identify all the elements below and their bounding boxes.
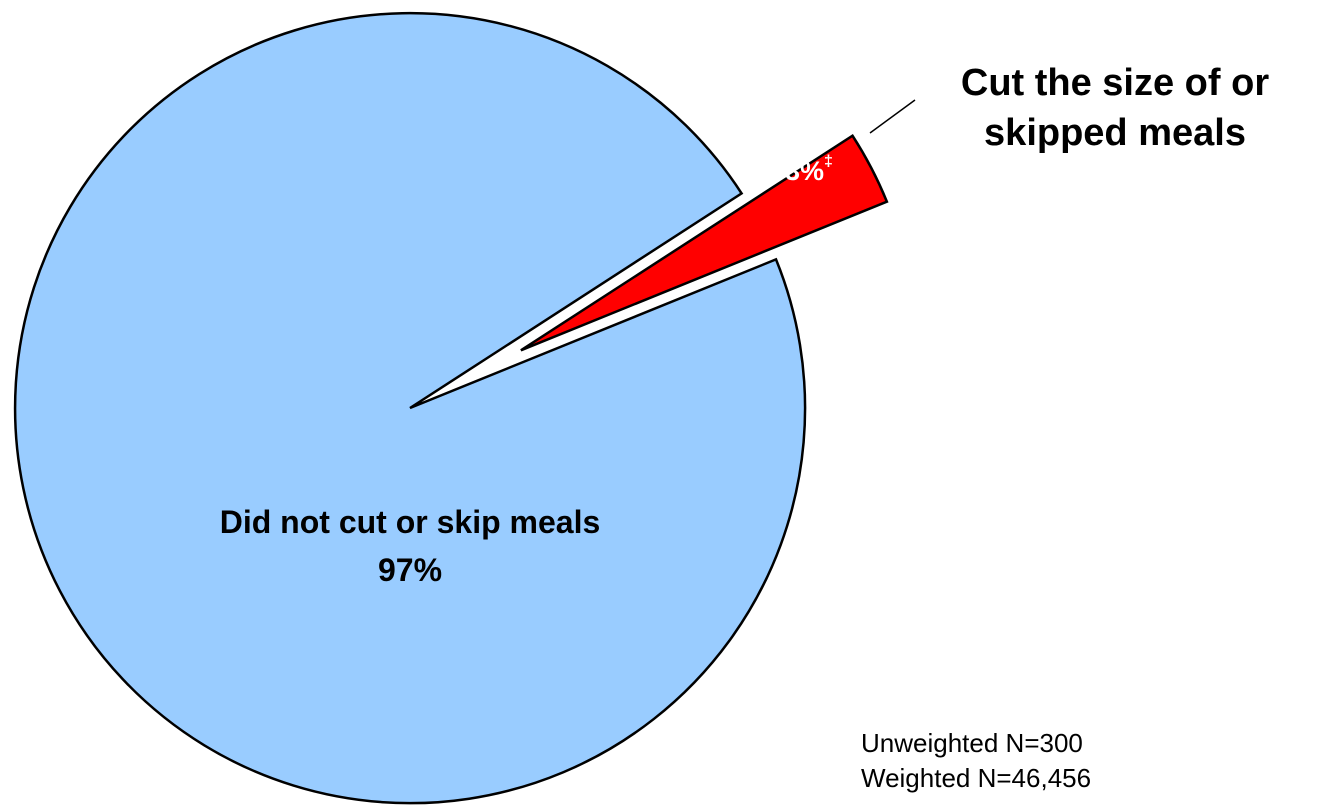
footnote-marker: ‡ [824, 153, 833, 170]
weighted-n-note: Weighted N=46,456 [861, 763, 1092, 793]
pie-slice-did-not-cut [13, 11, 807, 805]
callout-label-line-2: skipped meals [984, 112, 1246, 154]
callout-leader-line [869, 99, 916, 134]
callout-label-line-1: Cut the size of or [961, 62, 1269, 104]
pie-slice-cut-or-skipped [520, 133, 889, 352]
slice-value-text: 3% [785, 156, 824, 186]
slice-value-cut-or-skipped: 3%‡ [785, 153, 833, 186]
slice-label-did-not-cut: Did not cut or skip meals [220, 504, 601, 540]
unweighted-n-note: Unweighted N=300 [861, 728, 1083, 758]
slice-value-did-not-cut: 97% [378, 552, 442, 588]
